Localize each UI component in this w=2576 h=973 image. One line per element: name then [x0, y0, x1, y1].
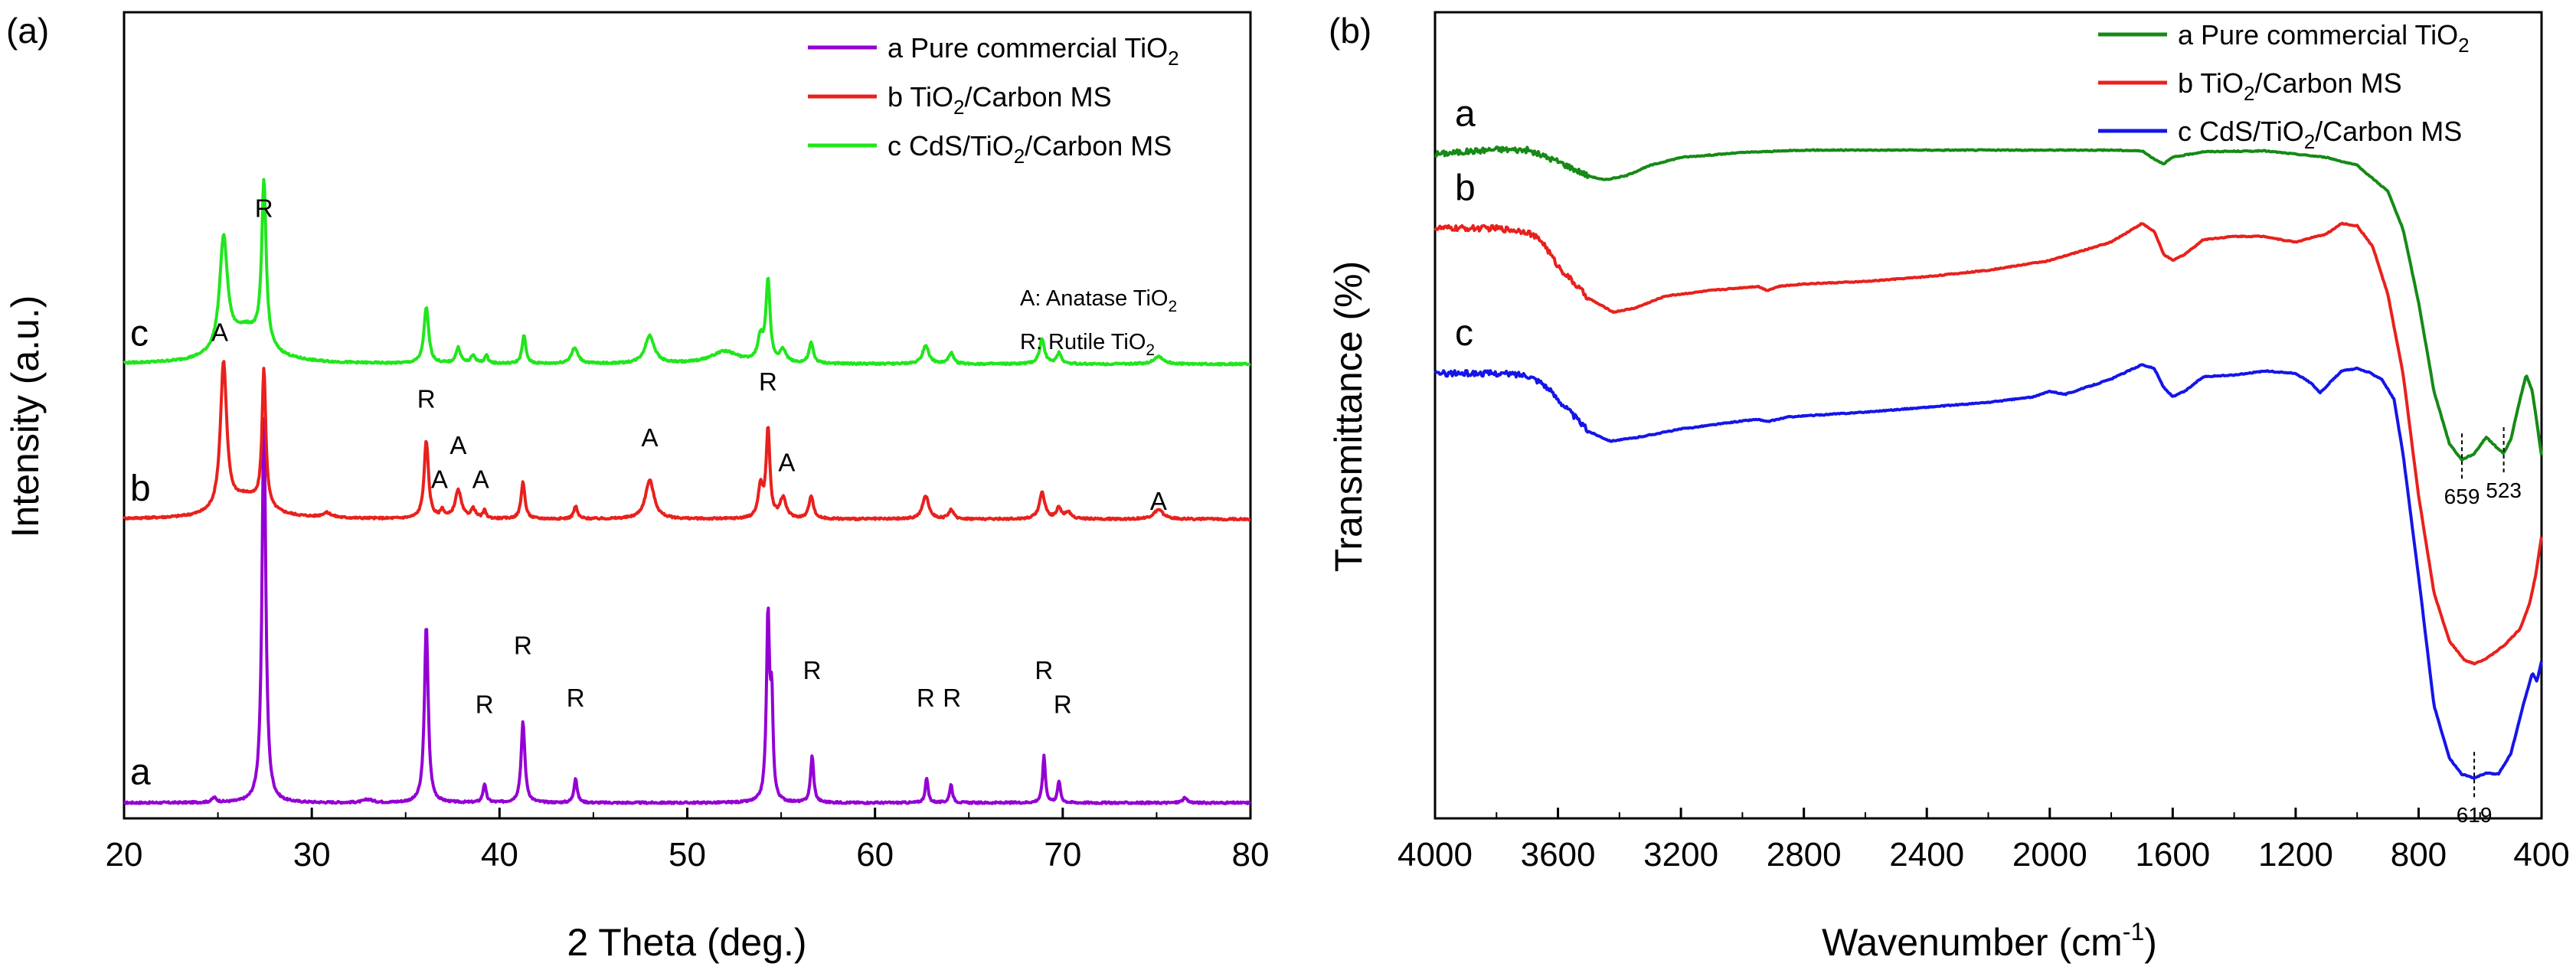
xrd-peak-label-4: R — [567, 684, 585, 712]
panel-b-curve-labels: ab c — [1455, 93, 1476, 353]
panel-a-series — [123, 178, 1251, 805]
panel-a-legend-label-a: a Pure commercial TiO2 — [888, 32, 1179, 70]
xrd-peak-label-5: R — [759, 367, 777, 396]
xrd-curve-label-b: b — [130, 469, 151, 509]
panel-b-xtick-label-4: 2400 — [1889, 836, 1964, 873]
xrd-peak-label-14: A — [472, 465, 489, 494]
xrd-peak-label-15: A — [641, 423, 658, 452]
xrd-peak-label-10: R — [1054, 690, 1072, 718]
panel-a-x-axis: 20 30 40 50 60 70 80 — [106, 808, 1270, 873]
ftir-curve-b — [1433, 221, 2543, 666]
panel-a-xtick-label-2: 40 — [481, 836, 518, 873]
ftir-peak-label-0: 659 — [2444, 485, 2480, 508]
panel-b-xtick-label-3: 2800 — [1767, 836, 1842, 873]
panel-a-xlabel: 2 Theta (deg.) — [567, 921, 806, 964]
panel-b-xtick-label-5: 2000 — [2012, 836, 2087, 873]
ftir-curve-c — [1433, 363, 2543, 780]
xrd-peak-label-9: R — [1035, 656, 1053, 684]
panel-a-curve-labels: a b c — [130, 313, 151, 792]
panel-a-legend-label-c: c CdS/TiO2/Carbon MS — [888, 130, 1172, 168]
panel-a-label: (a) — [6, 11, 49, 51]
panel-a-xtick-label-6: 80 — [1232, 836, 1270, 873]
panel-a-phase-notes: A: Anatase TiO2 R: Rutile TiO2 — [1020, 286, 1177, 359]
xrd-peak-label-17: A — [1150, 487, 1167, 515]
panel-b-annotations: 659 523 619 — [2444, 426, 2522, 827]
ftir-peak-label-1: 523 — [2486, 478, 2522, 502]
panel-b-xtick-label-2: 3200 — [1643, 836, 1718, 873]
phase-note-0: A: Anatase TiO2 — [1020, 286, 1177, 315]
xrd-peak-label-7: R — [917, 684, 935, 712]
ftir-curve-label-c: c — [1455, 313, 1473, 354]
panel-a-xtick-label-4: 60 — [856, 836, 894, 873]
panel-a-ylabel: Intensity (a.u.) — [4, 295, 47, 538]
xrd-peak-label-12: A — [431, 465, 448, 494]
xrd-peak-label-8: R — [943, 684, 961, 712]
panel-b-ylabel: Transmittance (%) — [1327, 261, 1370, 573]
xrd-peak-label-16: A — [778, 448, 795, 476]
ftir-peak-label-2: 619 — [2457, 803, 2493, 827]
panel-b-legend: a Pure commercial TiO2 b TiO2/Carbon MS c … — [2098, 19, 2470, 153]
panel-b-xtick-label-9: 400 — [2513, 836, 2569, 873]
panel-b-xtick-label-1: 3600 — [1521, 836, 1596, 873]
panel-b-xlabel: Wavenumber (cm-1) — [1822, 918, 2157, 964]
panel-a-xtick-label-3: 50 — [669, 836, 706, 873]
panel-a-xtick-label-1: 30 — [293, 836, 331, 873]
panel-b-label: (b) — [1329, 11, 1371, 51]
xrd-curve-label-a: a — [130, 752, 151, 792]
panel-b-legend-label-b: b TiO2/Carbon MS — [2178, 67, 2402, 105]
ftir-curve-a — [1434, 145, 2543, 462]
panel-b-legend-label-a: a Pure commercial TiO2 — [2178, 19, 2470, 57]
panel-b-series — [1433, 145, 2543, 780]
panel-b-x-axis: 4000 3600 3200 2800 2400 2000 1600 1200 800 400 — [1398, 808, 2570, 873]
panel-a-xtick-label-5: 70 — [1044, 836, 1081, 873]
panel-b-xtick-label-8: 800 — [2391, 836, 2447, 873]
panel-a-legend-label-b: b TiO2/Carbon MS — [888, 81, 1112, 119]
xrd-curve-c — [123, 178, 1251, 367]
xrd-curve-a — [123, 416, 1251, 805]
panel-a: (a) 2 Theta (deg.) Intensity (a.u.) 20 30… — [4, 11, 1269, 964]
xrd-curve-label-c: c — [130, 313, 149, 354]
xrd-peak-label-3: R — [514, 631, 532, 659]
panel-a-xtick-label-0: 20 — [106, 836, 143, 873]
panel-b-xtick-label-7: 1200 — [2258, 836, 2333, 873]
xrd-peak-label-13: A — [449, 431, 466, 459]
xrd-peak-label-6: R — [803, 656, 822, 684]
panel-b-xtick-label-6: 1600 — [2135, 836, 2210, 873]
xrd-peak-label-1: R — [417, 384, 436, 413]
panel-b-xtick-label-0: 4000 — [1398, 836, 1473, 873]
panel-b: (b) Wavenumber (cm-1) Transmittance (%) … — [1327, 11, 2570, 964]
xrd-peak-label-11: A — [211, 318, 228, 346]
ftir-curve-label-a: a — [1455, 93, 1476, 134]
ftir-curve-label-b: b — [1455, 168, 1476, 208]
panel-b-legend-label-c: c CdS/TiO2/Carbon MS — [2178, 116, 2462, 153]
xrd-curve-b — [123, 360, 1251, 522]
phase-note-1: R: Rutile TiO2 — [1020, 330, 1155, 359]
xrd-peak-label-2: R — [476, 690, 494, 718]
panel-a-legend: a Pure commercial TiO2 b TiO2/Carbon MS c … — [808, 32, 1179, 168]
xrd-peak-label-0: R — [255, 194, 273, 222]
